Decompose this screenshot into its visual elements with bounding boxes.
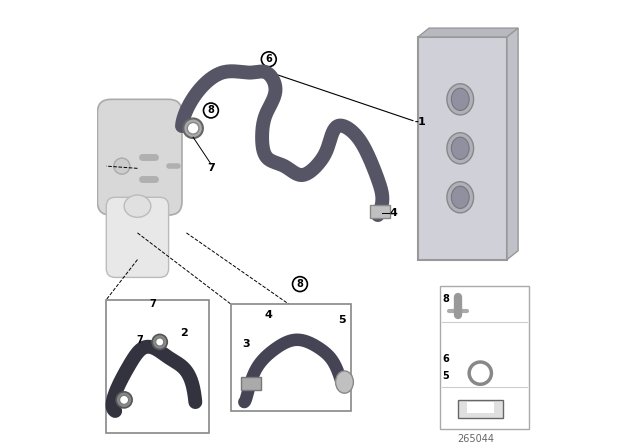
Polygon shape — [467, 402, 493, 413]
Polygon shape — [418, 28, 518, 37]
FancyBboxPatch shape — [106, 300, 209, 433]
Text: 5: 5 — [339, 315, 346, 325]
Text: 265044: 265044 — [458, 435, 494, 444]
FancyBboxPatch shape — [241, 377, 260, 390]
FancyBboxPatch shape — [97, 99, 182, 215]
Polygon shape — [507, 28, 518, 260]
Ellipse shape — [447, 182, 474, 213]
Ellipse shape — [451, 186, 469, 208]
Ellipse shape — [451, 137, 469, 159]
Text: 5: 5 — [442, 371, 449, 381]
Text: 4: 4 — [389, 208, 397, 218]
Circle shape — [156, 338, 164, 346]
Text: 3: 3 — [243, 339, 250, 349]
Ellipse shape — [447, 133, 474, 164]
FancyBboxPatch shape — [371, 205, 390, 218]
Text: 8: 8 — [296, 279, 303, 289]
FancyBboxPatch shape — [440, 286, 529, 429]
Text: 7: 7 — [150, 299, 156, 309]
Circle shape — [183, 118, 203, 138]
Ellipse shape — [447, 84, 474, 115]
Ellipse shape — [335, 371, 353, 393]
Text: 6: 6 — [266, 54, 272, 64]
Circle shape — [114, 158, 130, 174]
Circle shape — [152, 334, 167, 349]
Circle shape — [116, 392, 132, 408]
Text: 7: 7 — [207, 164, 215, 173]
Text: 8: 8 — [207, 105, 214, 116]
FancyBboxPatch shape — [231, 304, 351, 411]
FancyBboxPatch shape — [418, 37, 507, 260]
Ellipse shape — [124, 195, 151, 217]
Text: 6: 6 — [442, 354, 449, 364]
FancyBboxPatch shape — [106, 197, 168, 277]
Text: 8: 8 — [442, 294, 449, 304]
Text: 2: 2 — [180, 328, 188, 338]
Circle shape — [120, 396, 129, 404]
Polygon shape — [458, 400, 502, 418]
Text: 4: 4 — [265, 310, 273, 320]
Ellipse shape — [451, 88, 469, 111]
Text: 1: 1 — [418, 116, 426, 127]
Circle shape — [188, 122, 199, 134]
Text: 7: 7 — [136, 335, 143, 345]
